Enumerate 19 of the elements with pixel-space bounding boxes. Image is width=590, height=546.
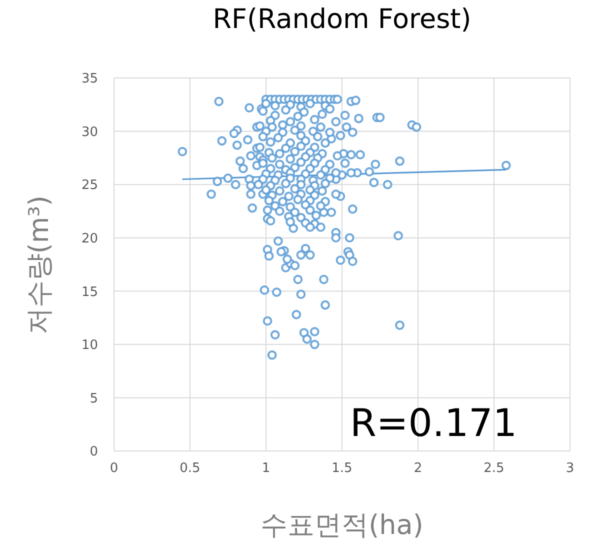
x-tick-label: 3 (566, 461, 574, 476)
y-tick-label: 15 (81, 284, 98, 300)
x-tick-label: 2 (414, 461, 422, 476)
y-axis-title: 저수량(m³) (23, 194, 56, 336)
x-tick-label: 1 (262, 461, 270, 476)
x-tick-label: 0.5 (180, 461, 200, 476)
y-tick-label: 35 (81, 72, 98, 87)
x-tick-label: 1.5 (332, 461, 352, 476)
y-tick-label: 10 (81, 338, 98, 354)
y-tick-label: 0 (90, 444, 98, 460)
y-tick-label: 5 (90, 391, 98, 406)
x-axis-title: 수표면적(ha) (260, 509, 424, 543)
y-tick-label: 20 (81, 231, 98, 246)
x-tick-label: 0 (110, 461, 118, 476)
y-tick-label: 30 (81, 124, 98, 140)
annotation: R=0.171 (350, 400, 518, 446)
chart-title: RF(Random Forest) (142, 2, 542, 38)
x-tick-label: 2.5 (484, 461, 504, 476)
y-tick-label: 25 (81, 178, 98, 194)
